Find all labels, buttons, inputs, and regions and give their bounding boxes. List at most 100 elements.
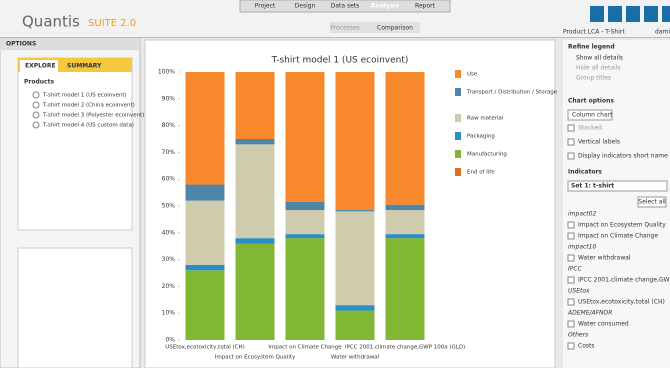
bar-segment[interactable] [285,72,325,202]
set-label: Set 1: t-shirt [571,183,614,190]
left-title: OPTIONS [6,41,36,48]
chart-kind-label: Column chart [572,112,613,119]
bar-segment[interactable] [235,243,275,340]
bar-segment[interactable] [185,264,225,271]
indicator[interactable]: IPCC 2001,climate change,GW [578,277,670,284]
product[interactable]: T-shirt model 3 (Polyester ecoinvent) [42,113,144,119]
bar-segment[interactable] [235,139,275,145]
group-name: Others [568,332,588,339]
bar-segment[interactable] [235,144,275,239]
bar-segment[interactable] [185,200,225,265]
indicator[interactable]: Water consumed [578,321,629,328]
bar-segment[interactable] [235,238,275,244]
y-tick-label: 80% [162,122,176,129]
user: dami [655,29,670,36]
radio[interactable] [32,121,40,129]
indicator[interactable]: Costs [578,343,594,350]
x-tick-label: Impact on Ecosystem Quality [215,355,296,361]
group-name: impact02 [568,211,596,218]
bar-segment[interactable] [335,210,375,212]
chart-title: T-shirt model 1 (US ecoinvent) [271,56,409,66]
bar-segment[interactable] [285,234,325,239]
bar-segment[interactable] [385,210,425,235]
checkbox[interactable] [567,298,575,306]
refine-item[interactable]: Group titles [576,75,611,82]
tab[interactable]: EXPLORE [25,63,56,70]
checkbox[interactable] [567,276,575,284]
options-title: Chart options [568,98,614,105]
checkbox[interactable] [567,342,575,350]
product: Product LCA - T-Shirt [563,29,625,36]
bar-segment[interactable] [235,72,275,139]
bar-segment[interactable] [385,72,425,205]
legend-label: Raw material [467,116,504,122]
indicator[interactable]: Impact on Climate Change [578,233,658,240]
set-select[interactable] [567,180,668,192]
bar-segment[interactable] [335,72,375,211]
bar-segment[interactable] [385,234,425,239]
product[interactable]: T-shirt model 1 (US ecoinvent) [42,93,127,99]
sub-tab[interactable]: Comparison [377,25,413,32]
group-name: IPCC [568,266,583,273]
y-tick-label: 100% [158,69,175,76]
bar-segment[interactable] [285,201,325,211]
nav-tab[interactable]: Data sets [331,3,360,10]
bar-segment[interactable] [335,211,375,306]
chart-kind[interactable] [567,109,613,121]
product[interactable]: T-shirt model 4 (US custom data) [42,123,134,129]
y-tick-label: 30% [162,256,176,263]
select-all-label: Select all [638,199,666,206]
refine-item[interactable]: Show all details [576,55,623,62]
y-tick-label: 10% [162,310,176,317]
bar-segment[interactable] [185,72,225,185]
checkbox[interactable] [567,232,575,240]
checkbox[interactable] [567,221,575,229]
bar-segment[interactable] [335,310,375,340]
tabbar [239,0,451,13]
radio[interactable] [32,111,40,119]
x-tick-label: Water withdrawal [331,355,380,361]
bar-segment[interactable] [285,210,325,235]
checkbox[interactable] [567,124,575,132]
legend-label: Packaging [467,134,495,140]
icons [590,6,670,22]
product[interactable]: T-shirt model 2 (China ecoinvent) [42,103,135,109]
refine-item[interactable]: Hide all details [576,65,621,72]
nav-tab[interactable]: Report [415,3,436,10]
bar-segment[interactable] [185,270,225,340]
bar-segment[interactable] [385,204,425,211]
bar-segment[interactable] [285,238,325,340]
checkbox[interactable] [567,152,575,160]
y-tick-label: 50% [162,203,176,210]
group-name: ADEME/AFNOR [567,310,612,317]
bar-segment[interactable] [335,305,375,311]
nav-tab[interactable]: Analysis [371,3,400,10]
nav-tab[interactable]: Design [295,3,316,10]
select-all[interactable] [637,196,667,208]
indicator[interactable]: Water withdrawal [578,255,631,262]
y-tick-label: 70% [162,149,176,156]
logo: Quantis [22,13,80,31]
nav-box [17,247,133,368]
indicator[interactable]: Impact on Ecosystem Quality [578,222,666,229]
x-tick-label: USEtox,ecotoxicity,total (CH) [165,345,245,351]
y-tick-label: 40% [162,229,176,236]
legend-label: Manufacturing [467,152,507,158]
radio[interactable] [32,101,40,109]
sub-tab[interactable]: Processes [330,25,360,32]
products-title: Products [24,79,54,86]
bar-segment[interactable] [185,184,225,201]
radio[interactable] [32,91,40,99]
tab[interactable]: SUMMARY [67,63,102,70]
checkbox[interactable] [567,320,575,328]
checkbox[interactable] [567,254,575,262]
nav-tab[interactable]: Project [255,3,276,10]
indicator[interactable]: USEtox,ecotoxicity,total (CH) [578,299,665,306]
option[interactable]: Stacked [578,125,602,132]
option[interactable]: Vertical labels [578,139,620,146]
bar-segment[interactable] [385,238,425,340]
suite: SUITE 2.0 [88,18,136,29]
option[interactable]: Display indicators short name [578,153,668,160]
checkbox[interactable] [567,138,575,146]
